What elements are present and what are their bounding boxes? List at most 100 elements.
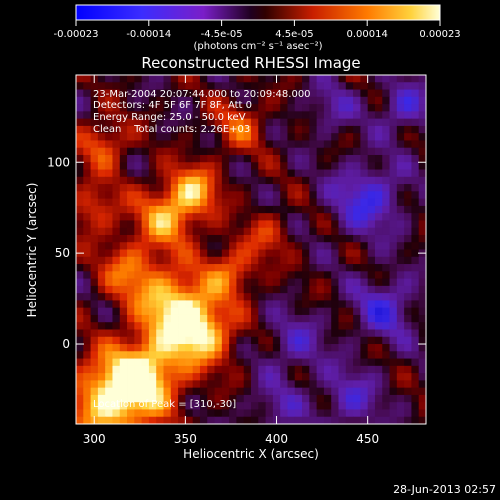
y-tick-label: 0 <box>62 337 70 351</box>
heatmap-cell <box>411 220 420 229</box>
heatmap-cell <box>367 264 376 272</box>
heatmap-cell <box>76 198 84 207</box>
heatmap-cell <box>360 96 369 105</box>
heatmap-cell <box>258 96 266 105</box>
heatmap-cell <box>192 213 201 221</box>
heatmap-cell <box>134 82 143 90</box>
heatmap-cell <box>229 336 237 345</box>
heatmap-cell <box>156 96 164 105</box>
heatmap-cell <box>360 409 369 418</box>
heatmap-cell <box>396 133 405 141</box>
heatmap-cell <box>192 329 201 338</box>
heatmap-cell <box>309 380 318 389</box>
heatmap-cell <box>309 264 318 272</box>
heatmap-cell <box>112 125 121 134</box>
heatmap-cell <box>404 264 412 272</box>
heatmap-cell <box>170 285 179 294</box>
heatmap-cell <box>323 154 332 163</box>
heatmap-cell <box>134 184 143 192</box>
heatmap-cell <box>199 322 208 330</box>
heatmap-cell <box>411 293 420 301</box>
heatmap-cell <box>163 336 172 345</box>
heatmap-cell <box>141 256 150 265</box>
heatmap-cell <box>404 169 412 178</box>
heatmap-cell <box>404 147 412 156</box>
heatmap-cell <box>353 169 361 178</box>
heatmap-cell <box>287 213 296 221</box>
heatmap-cell <box>156 154 164 163</box>
heatmap-cell <box>185 147 194 156</box>
heatmap-cell <box>97 242 106 250</box>
heatmap-cell <box>411 176 420 185</box>
heatmap-cell <box>207 169 215 178</box>
heatmap-cell <box>251 380 259 389</box>
heatmap-cell <box>272 133 281 141</box>
heatmap-cell <box>119 402 128 410</box>
heatmap-cell <box>207 344 215 352</box>
heatmap-cell <box>134 387 143 396</box>
heatmap-cell <box>258 256 266 265</box>
heatmap-cell <box>374 416 383 424</box>
heatmap-cell <box>163 307 172 316</box>
heatmap-cell <box>141 387 150 396</box>
heatmap-cell <box>353 198 361 207</box>
heatmap-cell <box>207 111 215 120</box>
heatmap-cell <box>170 162 179 170</box>
heatmap-cell <box>178 176 186 185</box>
heatmap-cell <box>404 96 412 105</box>
heatmap-cell <box>338 154 347 163</box>
heatmap-cell <box>280 344 288 352</box>
heatmap-cell <box>127 336 135 345</box>
heatmap-cell <box>127 344 135 352</box>
heatmap-cell <box>134 75 143 83</box>
heatmap-cell <box>396 154 405 163</box>
heatmap-cell <box>374 133 383 141</box>
heatmap-cell <box>294 358 303 367</box>
heatmap-cell <box>229 75 237 83</box>
heatmap-cell <box>199 394 208 403</box>
heatmap-cell <box>112 264 121 272</box>
heatmap-cell <box>214 256 223 265</box>
heatmap-cell <box>148 227 157 236</box>
heatmap-cell <box>90 271 99 279</box>
heatmap-cell <box>360 416 369 424</box>
heatmap-cell <box>251 300 259 309</box>
heatmap-cell <box>280 191 288 199</box>
heatmap-cell <box>345 285 354 294</box>
heatmap-cell <box>396 344 405 352</box>
heatmap-cell <box>148 104 157 112</box>
heatmap-cell <box>294 409 303 418</box>
heatmap-cell <box>199 125 208 134</box>
heatmap-cell <box>148 169 157 178</box>
heatmap-cell <box>316 402 325 410</box>
heatmap-cell <box>258 416 266 424</box>
heatmap-cell <box>287 373 296 381</box>
heatmap-cell <box>178 300 186 309</box>
heatmap-cell <box>265 387 274 396</box>
heatmap-cell <box>302 402 310 410</box>
heatmap-cell <box>185 336 194 345</box>
annotations: 23-Mar-2004 20:07:44.000 to 20:09:48.000… <box>93 89 311 410</box>
heatmap-cell <box>112 118 121 127</box>
heatmap-cell <box>127 205 135 214</box>
heatmap-cell <box>170 264 179 272</box>
heatmap-cell <box>382 300 390 309</box>
heatmap-cell <box>156 351 164 359</box>
heatmap-cell <box>134 358 143 367</box>
heatmap-cell <box>382 314 390 323</box>
heatmap-cell <box>374 205 383 214</box>
heatmap-cell <box>83 344 91 352</box>
heatmap-cell <box>178 358 186 367</box>
heatmap-cell <box>127 293 135 301</box>
heatmap-cell <box>236 293 245 301</box>
heatmap-cell <box>214 264 223 272</box>
heatmap-cell <box>221 278 230 287</box>
heatmap-cell <box>163 256 172 265</box>
heatmap-cell <box>243 176 252 185</box>
heatmap-cell <box>272 191 281 199</box>
heatmap-cell <box>389 300 398 309</box>
heatmap-cell <box>353 358 361 367</box>
heatmap-cell <box>265 285 274 294</box>
heatmap-cell <box>127 394 135 403</box>
heatmap-cell <box>353 184 361 192</box>
